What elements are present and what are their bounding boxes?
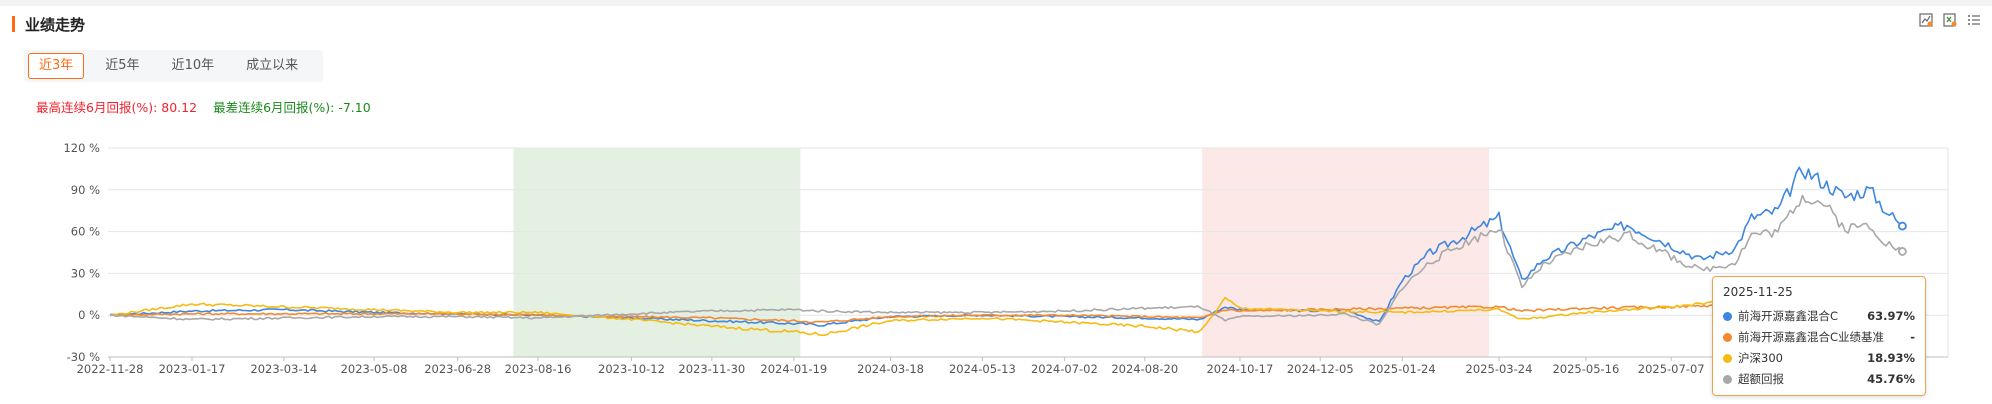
best-6m-return: 最高连续6月回报(%): 80.12	[36, 100, 198, 115]
legend-dot-icon	[1723, 311, 1732, 321]
x-tick-label: 2024-07-02	[1031, 362, 1098, 376]
x-tick-label: 2024-10-17	[1206, 362, 1273, 376]
x-tick-label: 2025-07-07	[1638, 362, 1705, 376]
tooltip-series-name: 前海开源嘉鑫混合C	[1738, 309, 1839, 323]
x-tick-label: 2025-05-16	[1552, 362, 1619, 376]
series-end-point-3	[1897, 247, 1907, 256]
excel-export-icon[interactable]	[1942, 12, 1958, 28]
y-tick-label: 30 %	[71, 266, 100, 280]
tooltip-row-csi300: 沪深300 18.93%	[1723, 349, 1915, 367]
legend-dot-icon	[1723, 332, 1732, 342]
x-tick-label: 2023-06-28	[424, 362, 491, 376]
tooltip-series-value: -	[1910, 330, 1915, 344]
legend-dot-icon	[1723, 374, 1732, 384]
tooltip-row-benchmark: 前海开源嘉鑫混合C业绩基准 -	[1723, 328, 1915, 346]
toolbar	[1918, 12, 1982, 28]
tooltip-series-name: 超额回报	[1738, 372, 1784, 386]
y-tick-label: 90 %	[71, 183, 100, 197]
top-divider	[0, 0, 1992, 6]
series-end-point-0	[1897, 221, 1907, 231]
tooltip-series-value: 63.97%	[1867, 309, 1915, 323]
tab-10y[interactable]: 近10年	[171, 58, 215, 73]
highlight-band-green	[513, 148, 801, 357]
x-tick-label: 2024-05-13	[949, 362, 1016, 376]
x-tick-label: 2025-01-24	[1369, 362, 1436, 376]
x-tick-label: 2025-03-24	[1466, 362, 1533, 376]
chart-tooltip: 2025-11-25 前海开源嘉鑫混合C 63.97% 前海开源嘉鑫混合C业绩基…	[1712, 276, 1926, 396]
tab-since-inception[interactable]: 成立以来	[246, 58, 299, 73]
tooltip-row-fund: 前海开源嘉鑫混合C 63.97%	[1723, 307, 1915, 325]
tooltip-series-name: 前海开源嘉鑫混合C业绩基准	[1738, 330, 1885, 344]
y-tick-label: 60 %	[71, 225, 100, 239]
tooltip-series-name: 沪深300	[1738, 351, 1783, 365]
tab-5y[interactable]: 近5年	[105, 58, 140, 73]
x-tick-label: 2024-12-05	[1287, 362, 1354, 376]
tab-3y[interactable]: 近3年	[28, 53, 85, 79]
panel-header: 业绩走势	[12, 14, 85, 34]
menu-list-icon[interactable]	[1966, 12, 1982, 28]
worst-6m-return: 最差连续6月回报(%): -7.10	[213, 100, 371, 115]
x-tick-label: 2023-08-16	[505, 362, 572, 376]
return-stats: 最高连续6月回报(%): 80.12 最差连续6月回报(%): -7.10	[36, 97, 371, 116]
series-line-0	[109, 166, 1903, 327]
x-tick-label: 2022-11-28	[77, 362, 144, 376]
y-tick-label: -30 %	[67, 350, 100, 364]
x-tick-label: 2023-01-17	[159, 362, 226, 376]
title-accent-bar	[12, 16, 15, 32]
chart-compare-icon[interactable]	[1918, 12, 1934, 28]
series-line-1	[109, 298, 1903, 324]
x-tick-label: 2023-10-12	[598, 362, 665, 376]
x-tick-label: 2024-01-19	[760, 362, 827, 376]
highlight-band-red	[1202, 148, 1490, 357]
series-line-2	[109, 282, 1903, 336]
x-tick-label: 2023-11-30	[678, 362, 745, 376]
performance-panel	[0, 6, 1992, 404]
tooltip-date: 2025-11-25	[1723, 285, 1793, 299]
y-tick-label: 0 %	[78, 308, 100, 322]
legend-dot-icon	[1723, 353, 1732, 363]
tooltip-row-excess: 超额回报 45.76%	[1723, 370, 1915, 388]
x-tick-label: 2023-03-14	[250, 362, 317, 376]
period-tabs: 近3年 近5年 近10年 成立以来	[24, 50, 324, 82]
y-tick-label: 120 %	[63, 141, 100, 155]
tooltip-series-value: 45.76%	[1867, 372, 1915, 386]
x-tick-label: 2024-08-20	[1111, 362, 1178, 376]
page-title: 业绩走势	[25, 15, 86, 34]
x-tick-label: 2023-05-08	[341, 362, 408, 376]
series-line-3	[109, 194, 1903, 326]
x-tick-label: 2024-03-18	[857, 362, 924, 376]
tooltip-series-value: 18.93%	[1867, 351, 1915, 365]
